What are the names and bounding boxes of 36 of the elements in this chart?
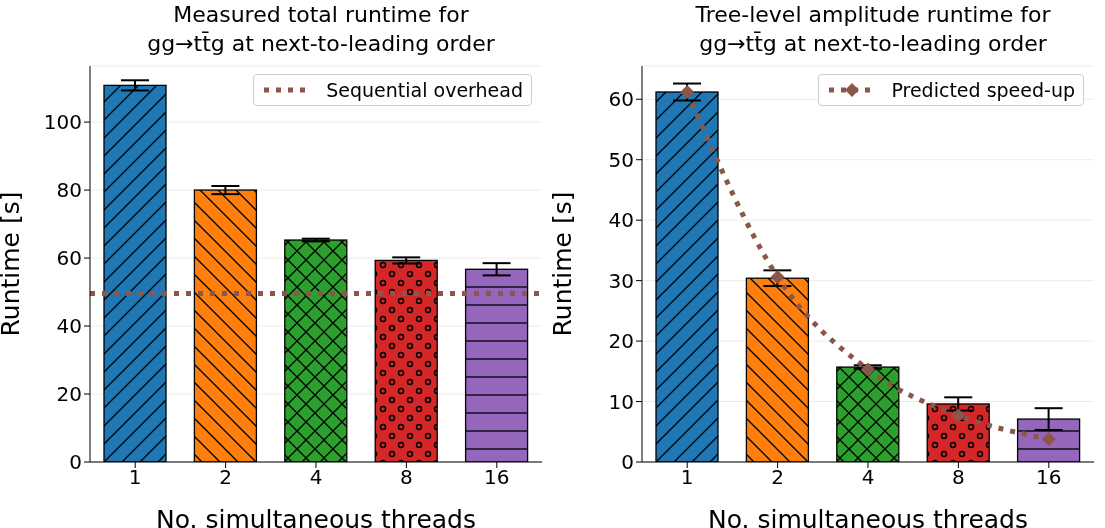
x-tick-label: 16: [484, 465, 510, 490]
y-axis-title: Runtime [s]: [547, 191, 577, 337]
x-tick-label: 8: [400, 465, 413, 490]
point: [861, 362, 875, 377]
y-tick-label: 40: [56, 314, 82, 339]
y-tick-label: 0: [621, 450, 634, 475]
x-tick-label: 2: [771, 465, 784, 490]
y-tick-label: 40: [608, 208, 634, 233]
y-axis-title: Runtime [s]: [0, 191, 25, 337]
x-tick-label: 1: [128, 465, 142, 490]
point: [1041, 432, 1056, 447]
y-tick-label: 80: [56, 178, 82, 203]
y-tick-label: 50: [608, 147, 634, 172]
y-tick-label: 60: [608, 87, 634, 112]
x-axis-title: No. simultaneous threads: [156, 505, 476, 528]
point: [951, 408, 966, 423]
chart-title: Measured total runtime for gg→tt̄g at next-to-leading order: [146, 1, 496, 58]
x-tick-label: 16: [1036, 465, 1062, 490]
x-tick-label: 8: [952, 465, 965, 490]
legend-label: Predicted speed-up: [891, 79, 1075, 101]
x-tick-label: 4: [309, 465, 323, 490]
legend-label: Sequential overhead: [326, 79, 523, 101]
y-tick-label: 0: [69, 450, 82, 475]
chart-title: Tree-level amplitude runtime for gg→tt̄g at next-to-leading order: [694, 1, 1052, 58]
y-tick-label: 10: [608, 389, 634, 414]
point: [680, 85, 695, 99]
x-tick-label: 4: [861, 465, 875, 490]
y-tick-label: 20: [608, 329, 634, 354]
point: [770, 270, 785, 284]
x-axis-title: No. simultaneous threads: [708, 505, 1028, 528]
y-tick-label: 100: [43, 110, 82, 135]
y-tick-label: 20: [56, 382, 82, 407]
x-tick-label: 2: [219, 465, 232, 490]
x-tick-label: 1: [680, 465, 694, 490]
y-tick-label: 30: [608, 268, 634, 293]
y-tick-label: 60: [56, 246, 82, 271]
